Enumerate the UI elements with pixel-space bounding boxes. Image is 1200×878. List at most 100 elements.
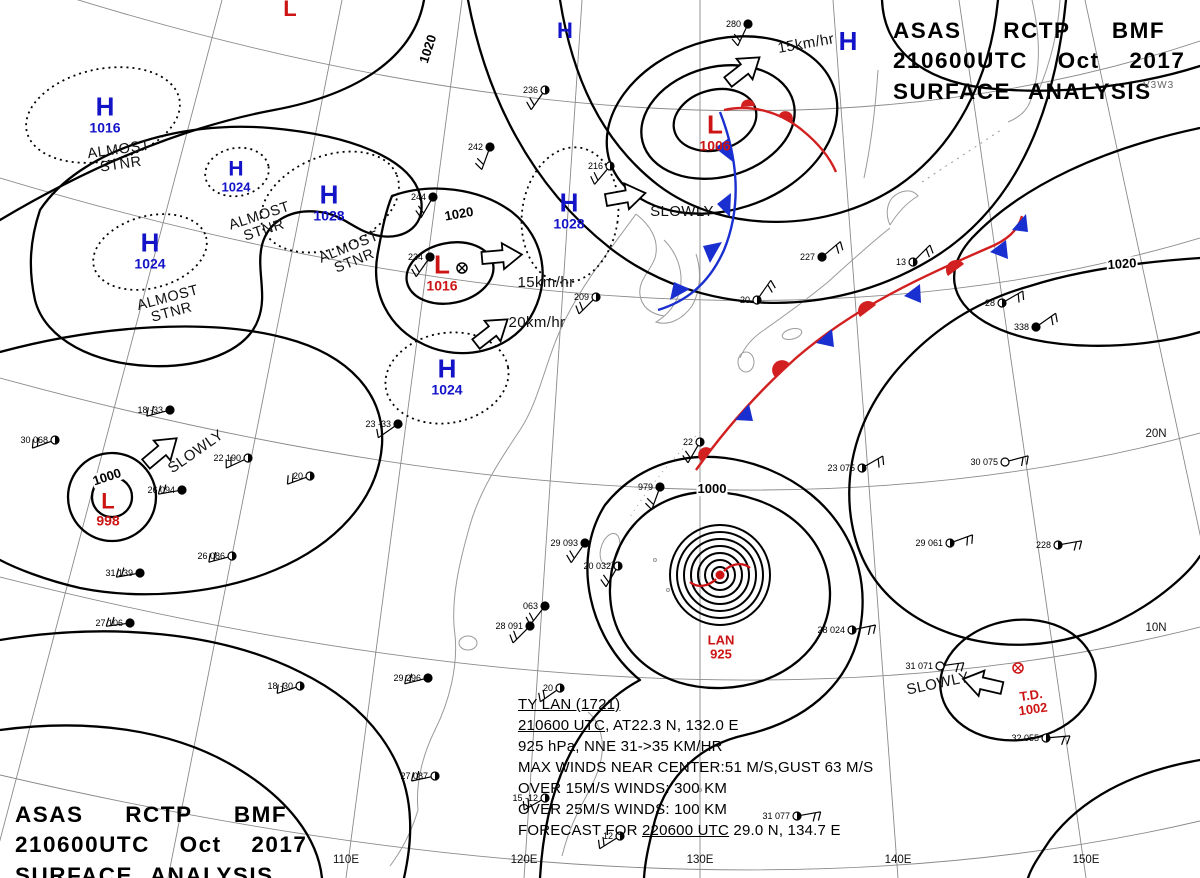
typhoon-info-line: 210600 UTC, AT22.3 N, 132.0 E (518, 717, 739, 734)
station-plot: 216 (588, 161, 615, 185)
station-value: 13 (896, 257, 906, 267)
movement-label: 15km/hr (517, 274, 575, 292)
station-plot: 27 087 (400, 770, 440, 782)
station-plot: 338 (1014, 312, 1058, 332)
low-center: L 998 (96, 488, 120, 529)
station-value: 23 -33 (365, 419, 391, 429)
station-plot: 23 -33 (365, 419, 403, 439)
high-center: H 1024 (431, 353, 463, 398)
station-value: 234 (408, 252, 423, 262)
station-value: 20 032 (583, 561, 611, 571)
station-value: 31 071 (905, 661, 933, 671)
title-block-top-right: ASAS RCTP BMF 210600UTC Oct 2017 SURFACE… (893, 16, 1185, 107)
station-plot: 228 (1036, 540, 1083, 551)
high-center: H (557, 18, 573, 43)
title-line-3: SURFACE ANALYSIS (893, 78, 1152, 104)
station-value: 22 (683, 437, 693, 447)
longitude-label: 130E (686, 853, 714, 866)
low-center: L (283, 0, 297, 21)
station-value: 29 296 (393, 673, 421, 683)
station-plot: 20 (286, 471, 315, 485)
typhoon-rings (669, 524, 771, 626)
low-center-mark (456, 262, 468, 274)
station-plot: 227 (800, 241, 844, 262)
station-value: 244 (411, 192, 426, 202)
station-value: 15 -12 (512, 793, 538, 803)
station-plot: 30 068 (20, 435, 60, 449)
longitude-label: 120E (510, 853, 538, 866)
station-plot: 236 (523, 85, 550, 111)
station-plot: 063 (523, 601, 550, 626)
station-value: 27 087 (400, 771, 428, 781)
station-plot: 30 075 (970, 455, 1029, 467)
td-center-mark (1012, 662, 1024, 674)
longitude-label: 110E (332, 853, 360, 866)
warm-front (723, 99, 838, 173)
movement-label: SLOWLY (650, 203, 714, 221)
typhoon-info-line: MAX WINDS NEAR CENTER:51 M/S,GUST 63 M/S (518, 759, 874, 776)
station-value: 23 075 (827, 463, 855, 473)
title-line-1: ASAS RCTP BMF (15, 802, 288, 827)
typhoon-info-line: FORECAST FOR 220600 UTC 29.0 N, 134.7 E (518, 822, 841, 839)
station-value: 28 024 (817, 625, 845, 635)
station-plot: 12 (597, 831, 625, 850)
station-plot: 23 075 (827, 455, 885, 473)
station-value: 236 (523, 85, 538, 95)
station-plot: 242 (468, 142, 495, 170)
stationary-front (695, 214, 1028, 471)
station-plot: 22 190 (213, 453, 253, 469)
station-value: 209 (574, 292, 589, 302)
station-value: 20 (543, 683, 553, 693)
title-line-3: SURFACE ANALYSIS (15, 862, 274, 878)
station-plot: 32 055 (1011, 733, 1071, 746)
high-center: H 1028 (553, 187, 585, 232)
typhoon-info-line: TY LAN (1721) (518, 696, 621, 713)
station-plot: 28 (985, 290, 1025, 308)
station-plot: 18 -33 (137, 405, 175, 417)
station-plot: 244 (411, 192, 438, 219)
station-plot: 20 (538, 683, 565, 703)
station-value: 27 106 (95, 618, 123, 628)
high-center: H (838, 26, 858, 56)
movement-label: 20km/hr (508, 314, 566, 332)
cold-front (657, 111, 737, 312)
title-block-bottom-left: ASAS RCTP BMF 210600UTC Oct 2017 SURFACE… (15, 800, 307, 878)
high-center: H 1028 (313, 179, 345, 224)
station-plot: 15 -12 (512, 793, 550, 811)
isobar-label: 1000 (696, 481, 728, 497)
isobars-intermediate-dotted (25, 66, 620, 425)
station-value: 063 (523, 601, 538, 611)
title-line-1: ASAS RCTP BMF (893, 18, 1166, 43)
station-plot: 31 139 (105, 567, 145, 578)
station-plots-layer: 280 236 242 244 216 234 209 227 13 28 338 20 18 -33 3… (20, 19, 1083, 850)
station-value: 26 086 (197, 551, 225, 561)
station-plot: 20 (740, 279, 776, 305)
low-center: L 1016 (426, 249, 458, 294)
station-value: 26 094 (147, 485, 175, 495)
latitude-label: 10N (1145, 621, 1167, 634)
high-center: H 1024 (134, 227, 166, 272)
map-sheet-mark: V3W3 (1143, 80, 1175, 91)
station-plot: 31 077 (762, 811, 822, 822)
station-plot: 29 296 (393, 673, 433, 685)
station-plot: 20 032 (583, 561, 623, 588)
station-plot: 18 -30 (267, 681, 305, 694)
typhoon-center-label: LAN 925 (707, 632, 735, 662)
td-center-label: T.D. 1002 (1017, 686, 1049, 719)
coastlines (389, 0, 1061, 867)
station-value: 29 061 (915, 538, 943, 548)
station-plot: 234 (408, 252, 435, 278)
station-value: 216 (588, 161, 603, 171)
station-plot: 26 086 (197, 551, 237, 563)
station-plot: 27 106 (95, 616, 135, 628)
station-value: 28 (985, 298, 995, 308)
typhoon-info-line: 925 hPa, NNE 31->35 KM/HR (518, 738, 723, 755)
station-value: 22 190 (213, 453, 241, 463)
station-value: 28 091 (495, 621, 523, 631)
station-value: 30 068 (20, 435, 48, 445)
station-plot: 29 061 (915, 534, 974, 548)
station-value: 227 (800, 252, 815, 262)
station-plot: 28 024 (817, 624, 877, 636)
station-value: 338 (1014, 322, 1029, 332)
station-plot: 209 (574, 292, 601, 315)
